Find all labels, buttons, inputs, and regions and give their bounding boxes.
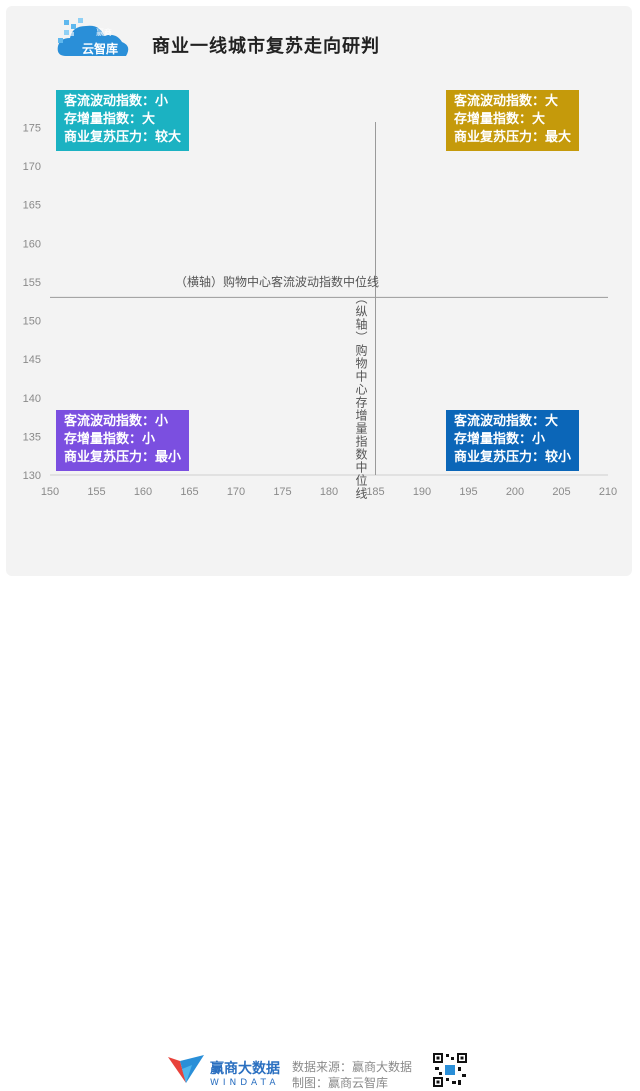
data-source: 数据来源：赢商大数据 bbox=[292, 1060, 413, 1074]
y-tick-label: 145 bbox=[23, 354, 41, 366]
quadrant-line: 存增量指数：小 bbox=[454, 432, 546, 447]
x-tick-label: 180 bbox=[320, 486, 338, 498]
x-axis-ticks: 150 155 160 165 170 175 180 185 190 195 200 205 210 bbox=[41, 486, 617, 498]
cloud-logo-icon bbox=[57, 18, 129, 56]
logo-subtext: 赢商 bbox=[96, 28, 112, 37]
quadrant-line: 客流波动指数：大 bbox=[454, 414, 559, 429]
quadrant-line: 客流波动指数：小 bbox=[64, 94, 169, 109]
y-tick-label: 155 bbox=[23, 277, 41, 289]
x-tick-label: 160 bbox=[134, 486, 152, 498]
x-divider-label: （横轴）购物中心客流波动指数中位线 bbox=[175, 275, 380, 289]
quadrant-line: 商业复苏压力：最大 bbox=[454, 130, 572, 145]
quadrant-top-right-box: 客流波动指数：大 存增量指数：大 商业复苏压力：最大 bbox=[446, 90, 580, 151]
x-tick-label: 185 bbox=[366, 486, 384, 498]
y-axis-ticks: 130 135 140 145 150 155 160 165 170 175 bbox=[23, 122, 41, 482]
quadrant-top-left-box: 客流波动指数：小 存增量指数：大 商业复苏压力：较大 bbox=[56, 90, 190, 151]
x-tick-label: 190 bbox=[413, 486, 431, 498]
chart-title: 商业一线城市复苏走向研判 bbox=[152, 36, 380, 57]
quadrant-line: 客流波动指数：小 bbox=[64, 414, 169, 429]
quadrant-line: 商业复苏压力：较小 bbox=[454, 450, 572, 465]
header: 赢商 云智库 商业一线城市复苏走向研判 bbox=[0, 0, 640, 70]
y-divider-label: （纵轴）购物中心存增量指数中位线 bbox=[354, 292, 368, 500]
brand-name: 赢商大数据 bbox=[210, 1061, 280, 1077]
x-tick-label: 200 bbox=[506, 486, 524, 498]
y-tick-label: 160 bbox=[23, 238, 41, 250]
x-tick-label: 150 bbox=[41, 486, 59, 498]
quadrant-line: 商业复苏压力：较大 bbox=[64, 130, 182, 145]
x-tick-label: 195 bbox=[459, 486, 477, 498]
quadrant-line: 客流波动指数：大 bbox=[454, 94, 559, 109]
qr-code-icon bbox=[432, 1052, 468, 1088]
quadrant-line: 存增量指数：大 bbox=[454, 112, 546, 127]
chart-maker: 制图：赢商云智库 bbox=[292, 1076, 389, 1090]
quadrant-bottom-right-box: 客流波动指数：大 存增量指数：小 商业复苏压力：较小 bbox=[446, 410, 580, 471]
y-tick-label: 140 bbox=[23, 393, 41, 405]
x-tick-label: 210 bbox=[599, 486, 617, 498]
y-tick-label: 130 bbox=[23, 470, 41, 482]
x-tick-label: 170 bbox=[227, 486, 245, 498]
y-tick-label: 165 bbox=[23, 200, 41, 212]
y-tick-label: 150 bbox=[23, 316, 41, 328]
quadrant-chart: 130 135 140 145 150 155 160 165 170 175 150 155 160… bbox=[23, 122, 617, 498]
y-tick-label: 135 bbox=[23, 431, 41, 443]
logo-text: 云智库 bbox=[82, 42, 119, 56]
y-tick-label: 175 bbox=[23, 122, 41, 134]
brand-sub: WINDATA bbox=[210, 1078, 280, 1088]
quadrant-line: 存增量指数：小 bbox=[64, 432, 156, 447]
x-tick-label: 175 bbox=[273, 486, 291, 498]
windata-logo-icon bbox=[168, 1055, 204, 1083]
x-tick-label: 165 bbox=[180, 486, 198, 498]
x-tick-label: 155 bbox=[87, 486, 105, 498]
y-tick-label: 170 bbox=[23, 161, 41, 173]
x-tick-label: 205 bbox=[552, 486, 570, 498]
quadrant-line: 商业复苏压力：最小 bbox=[64, 450, 182, 465]
quadrant-bottom-left-box: 客流波动指数：小 存增量指数：小 商业复苏压力：最小 bbox=[56, 410, 190, 471]
quadrant-line: 存增量指数：大 bbox=[64, 112, 156, 127]
footer: 赢商大数据 WINDATA 数据来源：赢商大数据 制图：赢商云智库 bbox=[0, 520, 640, 1090]
